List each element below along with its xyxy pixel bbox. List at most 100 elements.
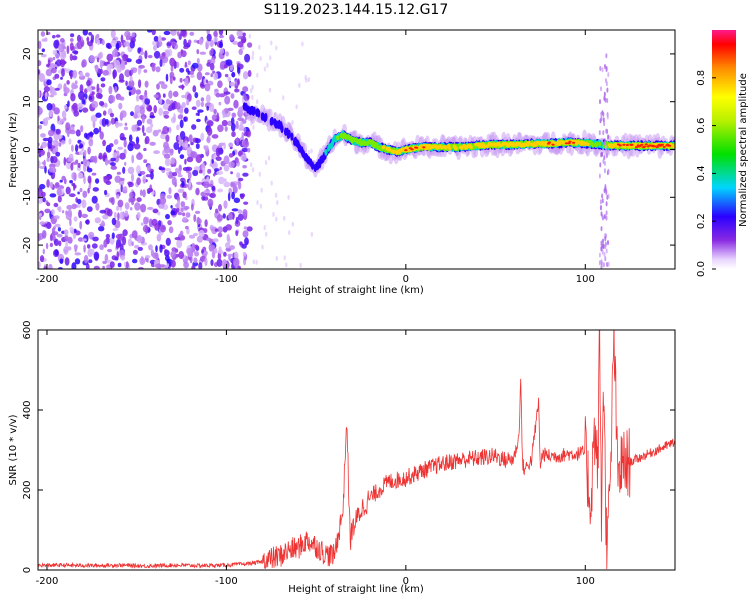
spectrogram-noise-blob bbox=[119, 73, 124, 82]
spectrogram-noise-blob bbox=[159, 196, 167, 205]
spectrogram-noise-blob bbox=[131, 173, 134, 182]
spectrogram-noise-blob bbox=[140, 170, 146, 175]
spectrogram-noise-blob bbox=[96, 92, 101, 99]
spectrogram-noise-blob bbox=[110, 117, 115, 125]
spectrogram-noise-blob bbox=[225, 224, 232, 231]
spectrogram-noise-blob bbox=[122, 186, 128, 193]
spectrogram-noise-blob bbox=[72, 102, 79, 112]
spectrogram-noise-blob bbox=[86, 80, 91, 87]
spectrogram-signal-mark bbox=[572, 141, 576, 144]
spectrogram-noise-blob bbox=[136, 234, 143, 244]
spectrogram-noise-blob bbox=[215, 92, 221, 98]
spectrogram-noise-blob bbox=[110, 30, 116, 39]
spectrogram-noise-blob bbox=[227, 212, 233, 221]
spectrogram-noise-blob bbox=[70, 33, 75, 38]
spectrogram-noise-blob bbox=[122, 166, 126, 174]
spectrogram-noise-blob bbox=[176, 31, 180, 37]
spectrogram-noise-blob bbox=[242, 71, 249, 80]
snr-y-tick-label: 600 bbox=[22, 320, 33, 339]
spectrogram-noise-blob bbox=[135, 89, 141, 95]
spectrogram-noise-blob bbox=[63, 229, 69, 236]
spectrogram-x-tick-label: -100 bbox=[215, 274, 238, 285]
spectrogram-noise-blob bbox=[86, 206, 93, 213]
spectrogram-noise-blob bbox=[117, 262, 122, 268]
spectrogram-noise-blob bbox=[96, 57, 100, 63]
spectrogram-noise-blob bbox=[75, 159, 79, 163]
spectrogram-noise-blob bbox=[184, 61, 188, 68]
spectrogram-noise-blob bbox=[165, 237, 171, 246]
spectrogram-noise-blob bbox=[217, 80, 223, 88]
spectrogram-spike-mark bbox=[602, 244, 605, 250]
spectrogram-noise-blob bbox=[168, 187, 172, 195]
spectrogram-noise-blob bbox=[147, 30, 153, 33]
spectrogram-noise-blob bbox=[143, 69, 148, 73]
spectrogram-spike-mark bbox=[605, 153, 608, 159]
spectrogram-noise-blob bbox=[188, 134, 193, 143]
spectrogram-noise-blob bbox=[124, 210, 129, 218]
spectrogram-noise-blob bbox=[237, 106, 243, 115]
spectrogram-noise-blob bbox=[177, 199, 181, 206]
spectrogram-noise-blob bbox=[163, 30, 171, 36]
spectrogram-noise-blob bbox=[83, 149, 87, 157]
spectrogram-signal-mark bbox=[660, 143, 665, 146]
spectrogram-noise-blob bbox=[107, 208, 113, 217]
spectrogram-noise-blob bbox=[229, 34, 235, 41]
spectrogram-noise-blob bbox=[104, 189, 108, 196]
spectrogram-noise-blob bbox=[56, 59, 62, 67]
spectrogram-noise-blob bbox=[55, 52, 60, 59]
spectrogram-noise-blob bbox=[236, 159, 239, 164]
spectrogram-noise-blob bbox=[288, 230, 291, 236]
spectrogram-signal-mark bbox=[440, 145, 444, 150]
spectrogram-noise-blob bbox=[209, 49, 214, 56]
spectrogram-noise-blob bbox=[207, 198, 214, 208]
spectrogram-noise-blob bbox=[217, 252, 222, 260]
spectrogram-noise-blob bbox=[48, 166, 56, 173]
spectrogram-noise-blob bbox=[217, 188, 224, 193]
spectrogram-noise-blob bbox=[149, 141, 156, 146]
spectrogram-noise-blob bbox=[129, 40, 135, 49]
spectrogram-spike-mark bbox=[600, 240, 603, 246]
spectrogram-noise-blob bbox=[79, 84, 84, 94]
spectrogram-noise-blob bbox=[159, 244, 163, 253]
spectrogram-noise-blob bbox=[71, 55, 78, 61]
spectrogram-spike-mark bbox=[602, 117, 605, 123]
spectrogram-noise-blob bbox=[176, 124, 180, 131]
spectrogram-noise-blob bbox=[256, 72, 259, 78]
spectrogram-noise-blob bbox=[50, 62, 55, 68]
spectrogram-noise-blob bbox=[203, 78, 206, 86]
spectrogram-noise-blob bbox=[146, 187, 154, 193]
spectrogram-noise-blob bbox=[139, 257, 146, 266]
spectrogram-noise-blob bbox=[40, 133, 46, 138]
spectrogram-noise-blob bbox=[240, 193, 245, 200]
spectrogram-noise-blob bbox=[291, 221, 294, 227]
spectrogram-noise-blob bbox=[69, 180, 73, 184]
spectrogram-x-tick-label: -200 bbox=[36, 274, 59, 285]
spectrogram-noise-blob bbox=[48, 263, 53, 269]
spectrogram-noise-blob bbox=[195, 187, 200, 196]
spectrogram-noise-blob bbox=[118, 102, 123, 110]
spectrogram-noise-blob bbox=[92, 120, 96, 129]
spectrogram-noise-blob bbox=[180, 207, 184, 213]
spectrogram-noise-blob bbox=[124, 202, 130, 210]
spectrogram-noise-blob bbox=[172, 76, 176, 81]
spectrogram-noise-blob bbox=[65, 122, 71, 131]
spectrogram-noise-blob bbox=[283, 215, 286, 221]
snr-x-tick-label: 0 bbox=[403, 576, 409, 587]
spectrogram-noise-blob bbox=[231, 208, 239, 212]
spectrogram-noise-blob bbox=[205, 79, 208, 83]
spectrogram-noise-blob bbox=[61, 68, 65, 77]
spectrogram-noise-blob bbox=[57, 227, 62, 232]
spectrogram-noise-blob bbox=[143, 147, 147, 152]
spectrogram-noise-blob bbox=[144, 136, 150, 145]
spectrogram-noise-blob bbox=[142, 116, 145, 124]
spectrogram-signal-mark bbox=[568, 140, 572, 143]
spectrogram-noise-blob bbox=[217, 226, 224, 233]
spectrogram-spike-mark bbox=[606, 98, 609, 104]
spectrogram-noise-blob bbox=[270, 40, 273, 46]
spectrogram-noise-blob bbox=[154, 223, 160, 231]
spectrogram-noise-blob bbox=[130, 69, 134, 75]
spectrogram-noise-blob bbox=[162, 93, 166, 98]
spectrogram-noise-blob bbox=[244, 53, 251, 63]
spectrogram-noise-blob bbox=[166, 258, 170, 264]
spectrogram-noise-blob bbox=[210, 259, 214, 266]
